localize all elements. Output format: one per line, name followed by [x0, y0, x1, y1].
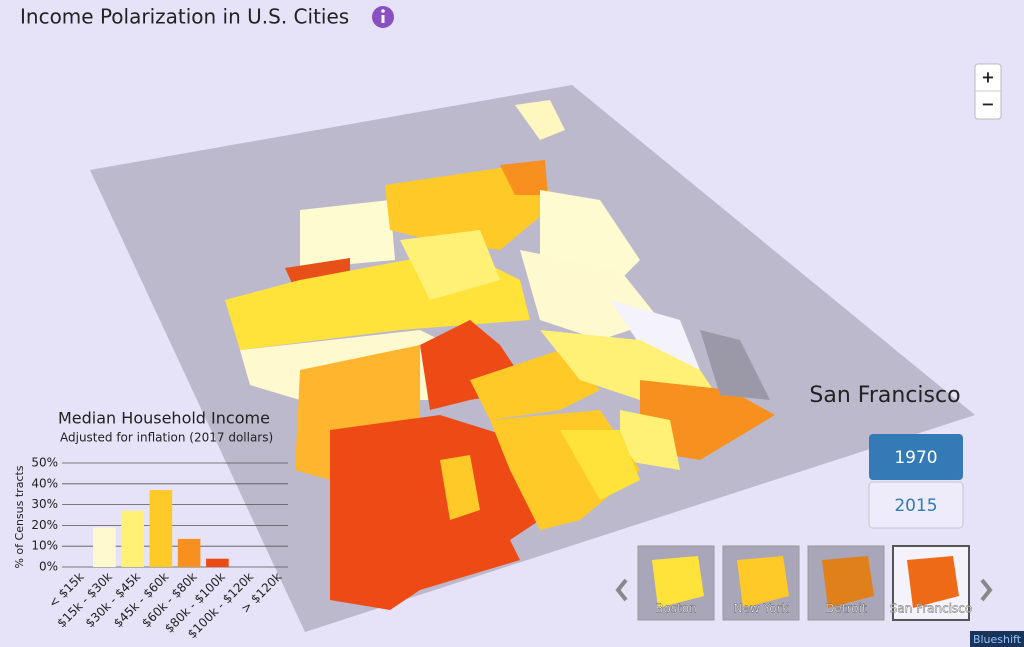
info-icon[interactable]	[372, 6, 394, 28]
chart-subtitle: Adjusted for inflation (2017 dollars)	[60, 431, 273, 445]
prev-arrow[interactable]	[615, 578, 628, 602]
zoom-in[interactable]: +	[981, 68, 994, 87]
thumbnail-label[interactable]: San Francisco	[890, 601, 973, 616]
thumbnail-map[interactable]	[907, 556, 959, 608]
thumbnail-label[interactable]: New York	[733, 601, 789, 616]
y-tick-label: 10%	[31, 539, 58, 553]
footer-badge: Blueshift	[970, 631, 1024, 647]
button-bg[interactable]	[868, 481, 964, 529]
zoom-out[interactable]: −	[981, 95, 994, 114]
thumbnail-map[interactable]	[737, 556, 789, 608]
y-axis-label: % of Census tracts	[13, 465, 26, 568]
map-3d[interactable]	[90, 85, 975, 632]
bar	[149, 490, 173, 567]
city-thumbnail[interactable]: Detroit	[807, 545, 885, 621]
thumbnail-label[interactable]: Boston	[655, 601, 697, 616]
thumbnail-map[interactable]	[822, 556, 874, 608]
bar	[177, 538, 201, 567]
page-title: Income Polarization in U.S. Cities	[20, 5, 349, 29]
next-arrow[interactable]	[980, 578, 993, 602]
bar	[93, 527, 116, 567]
city-name: San Francisco	[809, 383, 960, 408]
year-label[interactable]: 1970	[894, 448, 937, 468]
bar	[206, 558, 229, 567]
chart-title: Median Household Income	[58, 409, 270, 428]
y-tick-label: 40%	[31, 476, 58, 490]
year-2015-button[interactable]: 2015	[868, 481, 964, 529]
zoom-control: + −	[974, 63, 1002, 120]
city-thumbnail[interactable]: Boston	[637, 545, 715, 621]
city-thumbnail[interactable]: New York	[722, 545, 800, 621]
y-tick-label: 20%	[31, 518, 58, 532]
year-1970-button[interactable]: 1970	[869, 434, 963, 480]
badge-bg	[970, 631, 1024, 647]
y-tick-label: 0%	[39, 560, 58, 574]
bar	[121, 510, 144, 567]
y-tick-label: 30%	[31, 497, 58, 511]
badge-text: Blueshift	[973, 633, 1022, 646]
city-carousel: Boston New York Detroit San Francisco	[615, 545, 993, 621]
button-bg[interactable]	[869, 434, 963, 480]
thumbnail-map[interactable]	[652, 556, 704, 608]
thumbnail-label[interactable]: Detroit	[825, 601, 867, 616]
city-thumbnail[interactable]: San Francisco	[890, 545, 973, 621]
y-tick-label: 50%	[31, 456, 58, 470]
year-label[interactable]: 2015	[894, 496, 937, 516]
